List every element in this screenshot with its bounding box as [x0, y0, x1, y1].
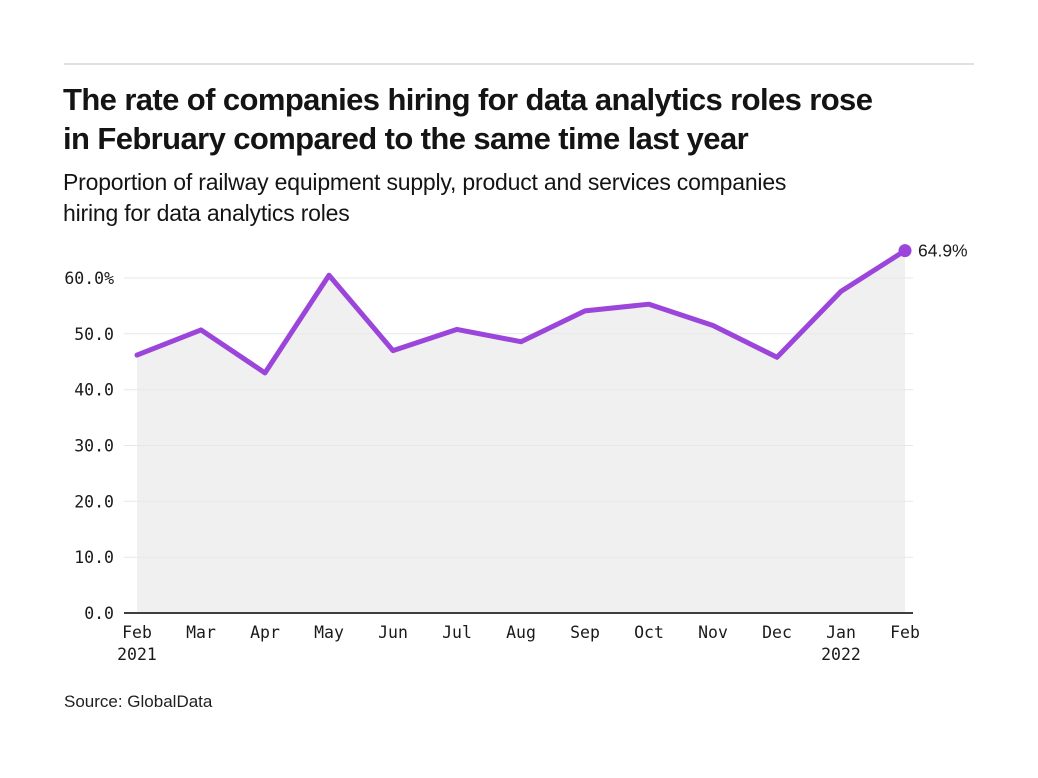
x-tick-label: Jul	[442, 623, 472, 642]
chart-subtitle-line-2: hiring for data analytics roles	[63, 200, 350, 226]
source-note: Source: GlobalData	[64, 692, 213, 711]
chart-title-line-1: The rate of companies hiring for data an…	[63, 82, 873, 117]
x-axis-labels: Feb 2021 Mar Apr May Jun Jul Aug Sep Oct Nov Dec Jan…	[117, 623, 920, 664]
y-tick-label: 10.0	[74, 548, 114, 567]
chart-subtitle: Proportion of railway equipment supply, …	[63, 167, 786, 229]
chart-title-line-2: in February compared to the same time la…	[63, 121, 749, 156]
end-value-label: 64.9%	[918, 241, 968, 261]
chart-subtitle-line-1: Proportion of railway equipment supply, …	[63, 169, 787, 195]
x-tick-label: Dec	[762, 623, 792, 642]
y-tick-label: 0.0	[84, 604, 114, 623]
x-tick-label: Oct	[634, 623, 664, 642]
y-tick-label: 60.0%	[64, 269, 114, 288]
x-tick-year-label: 2022	[821, 645, 861, 664]
y-tick-label: 20.0	[74, 492, 114, 511]
top-divider	[64, 63, 974, 65]
y-tick-label: 50.0	[74, 325, 114, 344]
data-line	[134, 248, 908, 376]
x-tick-label: Jun	[378, 623, 408, 642]
x-tick-year-label: 2021	[117, 645, 157, 664]
x-tick-label: May	[314, 623, 344, 642]
x-tick-label: Jan	[826, 623, 856, 642]
x-tick-label: Feb	[122, 623, 152, 642]
x-tick-label: Nov	[698, 623, 728, 642]
last-point-marker	[898, 244, 912, 258]
x-tick-label: Mar	[186, 623, 216, 642]
y-tick-label: 40.0	[74, 381, 114, 400]
x-tick-label: Apr	[250, 623, 280, 642]
area-fill	[137, 250, 905, 613]
y-axis-labels: 0.0 10.0 20.0 30.0 40.0 50.0 60.0%	[64, 269, 114, 623]
grid-layer	[124, 277, 913, 614]
x-tick-label: Aug	[506, 623, 536, 642]
y-tick-label: 30.0	[74, 437, 114, 456]
x-tick-label: Feb	[890, 623, 920, 642]
chart-title: The rate of companies hiring for data an…	[63, 80, 873, 158]
x-tick-label: Sep	[570, 623, 600, 642]
